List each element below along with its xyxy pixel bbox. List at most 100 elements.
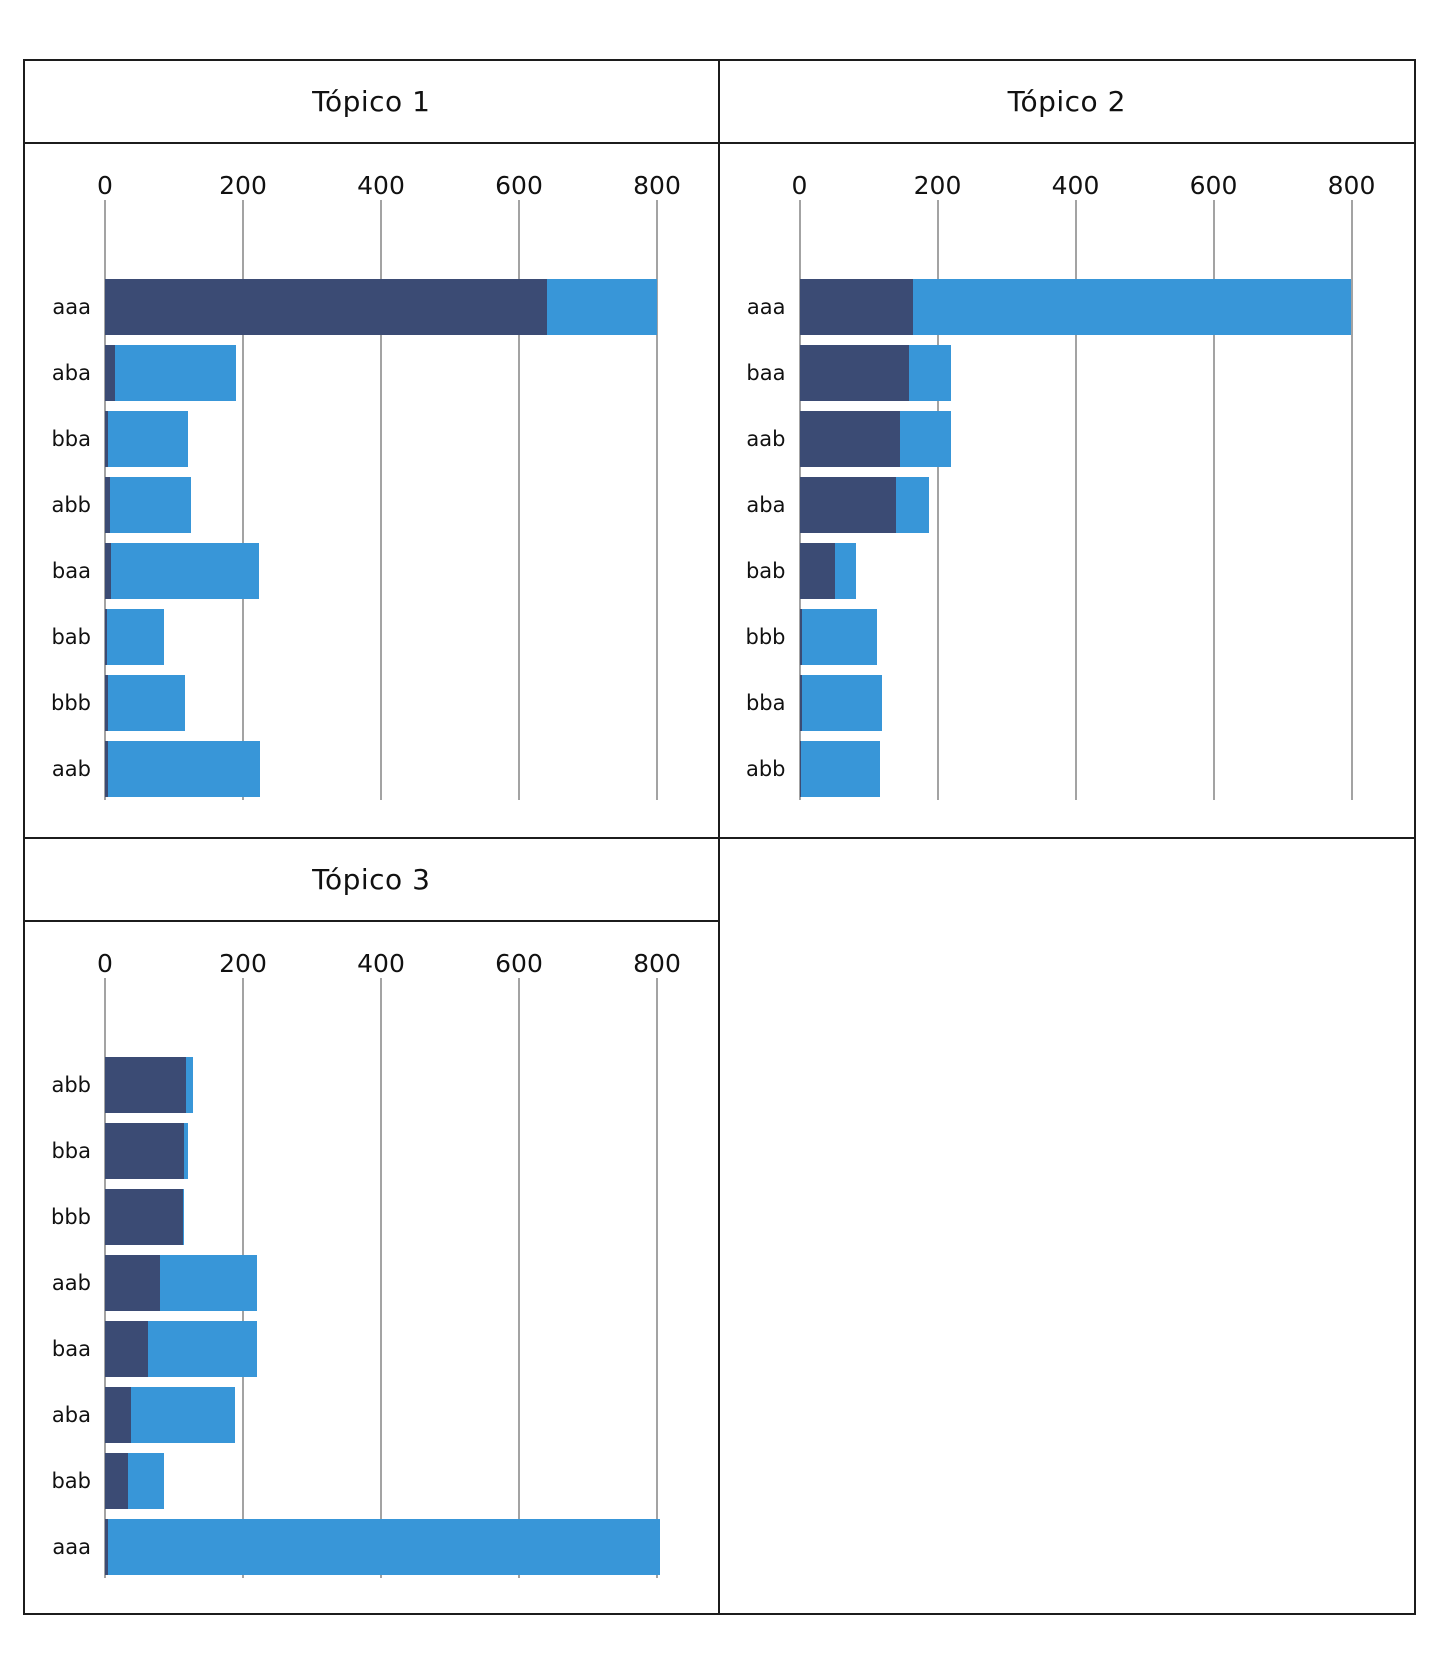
bar-segment-dark [105, 477, 110, 533]
category-label: abb [745, 757, 786, 781]
bar-segment-light [148, 1321, 258, 1377]
bar-row [105, 279, 657, 335]
bar-segment-light [800, 741, 881, 797]
bar-segment-dark [105, 411, 109, 467]
bar-segment-dark [799, 477, 897, 533]
bar-row [105, 609, 165, 665]
x-axis-tick-label: 0 [791, 171, 808, 200]
bar-row [105, 543, 259, 599]
bar-segment-dark [105, 1123, 185, 1179]
gridline [1074, 200, 1077, 800]
bar-segment-light [184, 1123, 189, 1179]
bar-segment-dark [799, 609, 802, 665]
bar-segment-dark [799, 741, 801, 797]
panel-title: Tópico 2 [719, 61, 1414, 144]
category-label: aab [51, 1271, 91, 1295]
panel-empty [719, 839, 1414, 1613]
bar-segment-light [834, 543, 857, 599]
category-label: bab [51, 1469, 91, 1493]
x-axis-tick-label: 200 [219, 949, 267, 978]
x-axis-tick-label: 400 [357, 171, 405, 200]
bar-row [799, 741, 881, 797]
bar-segment-light [108, 411, 188, 467]
category-label: aaa [746, 295, 786, 319]
bar-row [105, 1453, 165, 1509]
category-label: baa [51, 559, 91, 583]
panel-topico-3: Tópico 3 0 200 400 600 800 abb bba bbb aab baa aba… [25, 839, 720, 1613]
bar-row [105, 675, 186, 731]
bar-segment-dark [799, 345, 909, 401]
category-label: aba [51, 361, 91, 385]
bar-row [105, 1189, 185, 1245]
bar-segment-dark [105, 609, 108, 665]
bar-segment-dark [799, 675, 802, 731]
bar-segment-dark [105, 1321, 149, 1377]
panel-title: Tópico 3 [25, 839, 718, 922]
bar-segment-light [801, 609, 878, 665]
bar-segment-dark [799, 543, 835, 599]
category-label: aaa [52, 1535, 91, 1559]
bar-segment-light [182, 1189, 185, 1245]
bar-segment-light [115, 345, 237, 401]
bar-row [105, 345, 237, 401]
bar-row [105, 1057, 194, 1113]
gridline [1350, 200, 1353, 800]
category-label: baa [51, 1337, 91, 1361]
category-label: abb [51, 493, 91, 517]
bar-row [799, 279, 1352, 335]
bar-row [799, 411, 952, 467]
category-label: bba [745, 691, 786, 715]
bar-row [799, 543, 857, 599]
bar-segment-light [160, 1255, 258, 1311]
gridline [380, 978, 382, 1578]
bar-segment-dark [105, 1057, 187, 1113]
bar-segment-light [128, 1453, 165, 1509]
category-label: abb [51, 1073, 91, 1097]
bar-segment-dark [105, 741, 108, 797]
bar-segment-light [801, 675, 882, 731]
bar-segment-light [107, 609, 165, 665]
bar-segment-light [109, 477, 192, 533]
bar-row [799, 609, 878, 665]
bar-row [105, 477, 192, 533]
bar-chart-topico-1: 0 200 400 600 800 aaa aba bba abb baa bab bbb aab [25, 144, 718, 837]
bar-chart-topico-3: 0 200 400 600 800 abb bba bbb aab baa aba bab aaa [25, 922, 718, 1613]
category-label: aba [51, 1403, 91, 1427]
bar-segment-light [108, 1519, 661, 1575]
bar-segment-dark [105, 1387, 132, 1443]
panel-topico-1: Tópico 1 0 200 400 600 800 aaa aba bba abb baa bab… [25, 61, 720, 839]
gridline [936, 200, 939, 800]
category-label: bbb [51, 691, 91, 715]
category-label: aab [51, 757, 91, 781]
bar-chart-topico-2: 0 200 400 600 800 aaa baa aab aba bab bbb bba abb [720, 144, 1415, 837]
gridline [656, 978, 658, 1578]
bar-segment-dark [105, 345, 116, 401]
category-label: bbb [745, 625, 786, 649]
category-label: bba [51, 427, 91, 451]
bar-row [105, 1321, 258, 1377]
x-axis-tick-label: 200 [913, 171, 962, 200]
bar-segment-light [546, 279, 657, 335]
bar-row [105, 1519, 661, 1575]
bar-segment-dark [105, 279, 547, 335]
bar-segment-light [107, 675, 186, 731]
bar-segment-light [186, 1057, 194, 1113]
bar-segment-light [899, 411, 952, 467]
bar-segment-dark [105, 543, 111, 599]
category-label: bba [51, 1139, 91, 1163]
bar-row [105, 1123, 189, 1179]
gridline [518, 978, 520, 1578]
x-axis-tick-label: 800 [633, 171, 681, 200]
x-axis-tick-label: 600 [495, 171, 543, 200]
bar-segment-dark [105, 1519, 109, 1575]
gridline [518, 200, 520, 800]
x-axis-tick-label: 400 [1051, 171, 1100, 200]
x-axis-tick-label: 400 [357, 949, 405, 978]
gridline [1212, 200, 1215, 800]
panel-topico-2: Tópico 2 0 200 400 600 800 aaa baa aab aba bab bbb… [719, 61, 1415, 839]
bar-row [105, 1255, 258, 1311]
bar-segment-dark [799, 279, 914, 335]
bar-segment-light [908, 345, 952, 401]
bar-row [105, 741, 260, 797]
